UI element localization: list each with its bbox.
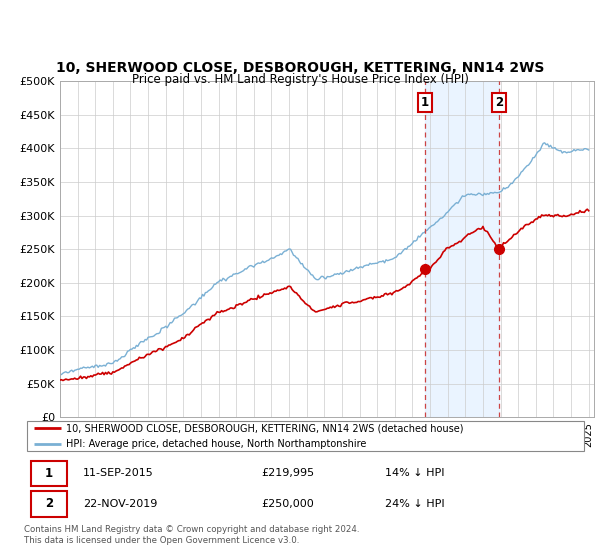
Text: 14% ↓ HPI: 14% ↓ HPI bbox=[385, 469, 445, 478]
Text: 1: 1 bbox=[45, 467, 53, 480]
Text: Price paid vs. HM Land Registry's House Price Index (HPI): Price paid vs. HM Land Registry's House … bbox=[131, 73, 469, 86]
Text: 11-SEP-2015: 11-SEP-2015 bbox=[83, 469, 154, 478]
Text: 22-NOV-2019: 22-NOV-2019 bbox=[83, 499, 158, 508]
Text: 10, SHERWOOD CLOSE, DESBOROUGH, KETTERING, NN14 2WS: 10, SHERWOOD CLOSE, DESBOROUGH, KETTERIN… bbox=[56, 62, 544, 76]
Bar bbox=[425, 81, 499, 417]
Text: 2: 2 bbox=[495, 96, 503, 109]
Text: £250,000: £250,000 bbox=[261, 499, 314, 508]
Text: Contains HM Land Registry data © Crown copyright and database right 2024.
This d: Contains HM Land Registry data © Crown c… bbox=[24, 525, 359, 545]
FancyBboxPatch shape bbox=[31, 460, 67, 486]
Text: HPI: Average price, detached house, North Northamptonshire: HPI: Average price, detached house, Nort… bbox=[66, 440, 367, 449]
FancyBboxPatch shape bbox=[31, 491, 67, 517]
Text: 10, SHERWOOD CLOSE, DESBOROUGH, KETTERING, NN14 2WS (detached house): 10, SHERWOOD CLOSE, DESBOROUGH, KETTERIN… bbox=[66, 423, 464, 433]
Text: 1: 1 bbox=[421, 96, 429, 109]
Text: 24% ↓ HPI: 24% ↓ HPI bbox=[385, 499, 445, 508]
Text: 2: 2 bbox=[45, 497, 53, 510]
Text: £219,995: £219,995 bbox=[261, 469, 314, 478]
FancyBboxPatch shape bbox=[27, 421, 584, 451]
